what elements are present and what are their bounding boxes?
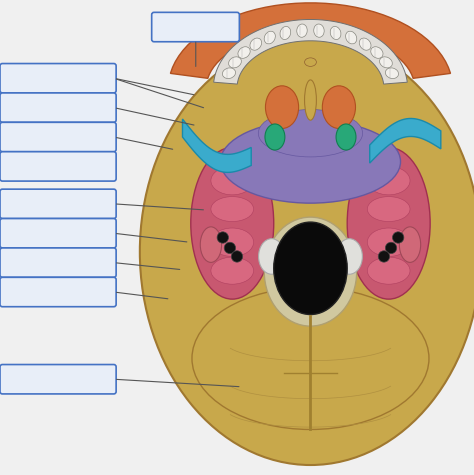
Circle shape <box>217 232 228 243</box>
Ellipse shape <box>220 120 401 203</box>
Polygon shape <box>370 118 441 163</box>
Ellipse shape <box>264 217 357 326</box>
Ellipse shape <box>380 57 392 68</box>
Ellipse shape <box>140 38 474 465</box>
Ellipse shape <box>314 24 324 37</box>
Ellipse shape <box>191 147 274 299</box>
FancyBboxPatch shape <box>0 189 116 218</box>
Ellipse shape <box>346 31 357 44</box>
FancyBboxPatch shape <box>0 364 116 394</box>
Ellipse shape <box>211 166 254 195</box>
Circle shape <box>224 242 236 254</box>
Ellipse shape <box>211 197 254 221</box>
FancyBboxPatch shape <box>0 277 116 307</box>
Ellipse shape <box>192 287 429 429</box>
Ellipse shape <box>385 68 399 78</box>
FancyBboxPatch shape <box>0 123 116 152</box>
Ellipse shape <box>280 27 291 39</box>
FancyBboxPatch shape <box>152 12 239 42</box>
Ellipse shape <box>211 228 254 256</box>
Ellipse shape <box>367 197 410 221</box>
Polygon shape <box>182 119 251 172</box>
FancyBboxPatch shape <box>0 152 116 181</box>
Ellipse shape <box>222 68 236 78</box>
Ellipse shape <box>265 124 285 150</box>
Ellipse shape <box>367 257 410 284</box>
Polygon shape <box>171 3 450 78</box>
Ellipse shape <box>274 222 347 314</box>
Polygon shape <box>214 19 407 84</box>
Ellipse shape <box>238 47 250 58</box>
Ellipse shape <box>264 31 275 44</box>
Ellipse shape <box>399 227 421 262</box>
Ellipse shape <box>371 47 383 58</box>
Circle shape <box>231 251 243 262</box>
Ellipse shape <box>265 86 299 128</box>
Ellipse shape <box>250 38 262 50</box>
Ellipse shape <box>347 147 430 299</box>
Ellipse shape <box>304 80 317 120</box>
Ellipse shape <box>322 86 356 128</box>
FancyBboxPatch shape <box>0 93 116 123</box>
FancyBboxPatch shape <box>0 64 116 93</box>
Ellipse shape <box>336 124 356 150</box>
Ellipse shape <box>200 227 221 262</box>
Circle shape <box>378 251 390 262</box>
FancyBboxPatch shape <box>0 248 116 277</box>
Ellipse shape <box>258 238 284 274</box>
Ellipse shape <box>258 110 363 157</box>
Ellipse shape <box>367 166 410 195</box>
Ellipse shape <box>330 27 341 39</box>
FancyBboxPatch shape <box>0 218 116 248</box>
Circle shape <box>392 232 404 243</box>
Circle shape <box>385 242 397 254</box>
Ellipse shape <box>297 24 307 37</box>
Ellipse shape <box>336 238 363 274</box>
Ellipse shape <box>228 57 241 68</box>
Ellipse shape <box>367 228 410 256</box>
Ellipse shape <box>211 257 254 284</box>
Ellipse shape <box>304 58 317 66</box>
Ellipse shape <box>359 38 371 50</box>
